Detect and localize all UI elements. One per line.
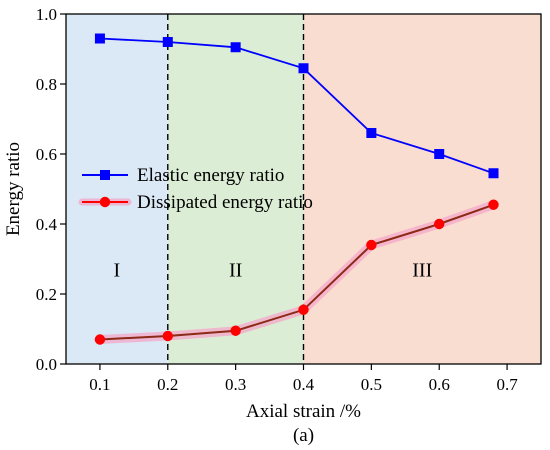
region-labels-layer: I II III	[114, 260, 433, 282]
region-label: II	[229, 260, 242, 282]
data-point	[230, 325, 241, 336]
data-point	[162, 37, 173, 47]
region-1	[66, 14, 168, 364]
legend-label: Dissipated energy ratio	[137, 192, 313, 213]
y-tick-label: 0.8	[36, 75, 57, 94]
legend-swatch-marker	[99, 196, 111, 208]
data-point	[298, 304, 309, 315]
x-axis-label: Axial strain /%	[246, 401, 361, 422]
y-tick-label: 0.2	[36, 285, 57, 304]
x-tick-label: 0.1	[89, 375, 110, 394]
legend-item: Dissipated energy ratio	[78, 192, 313, 213]
data-point	[298, 63, 309, 74]
data-point	[488, 199, 499, 210]
y-tick-label: 0.4	[36, 215, 58, 234]
x-tick-label: 0.6	[429, 375, 450, 394]
y-tick-label: 0.6	[36, 145, 57, 164]
series-2	[94, 199, 499, 345]
data-point	[434, 149, 445, 159]
data-point	[434, 218, 445, 230]
x-tick-label: 0.7	[496, 375, 518, 394]
region-label: III	[412, 260, 432, 282]
series-layer	[94, 33, 499, 345]
y-tick-label: 0.0	[36, 355, 57, 374]
legend: Elastic energy ratio Dissipated energy ra…	[78, 165, 313, 213]
data-point	[488, 168, 499, 179]
ticks-layer: 0.1 0.2 0.3 0.4 0.5 0.6 0.7 0.0 0.2 0.4 0.6 0.8 1.0	[36, 5, 518, 394]
data-point	[94, 334, 106, 345]
data-point	[366, 128, 377, 138]
region-label: I	[114, 260, 121, 282]
x-tick-label: 0.5	[361, 375, 382, 394]
x-tick-label: 0.3	[225, 375, 246, 394]
data-point	[94, 33, 105, 44]
region-2	[167, 14, 304, 364]
x-tick-label: 0.4	[293, 375, 315, 394]
figure-caption: (a)	[293, 425, 314, 446]
regions-layer	[66, 14, 541, 364]
legend-label: Elastic energy ratio	[137, 165, 284, 186]
legend-swatch-marker	[100, 170, 110, 180]
region-3	[303, 14, 541, 364]
data-point	[366, 239, 377, 251]
data-point	[230, 42, 241, 53]
legend-item: Elastic energy ratio	[82, 165, 284, 186]
y-axis-label: Energy ratio	[3, 142, 24, 236]
y-tick-label: 1.0	[36, 5, 57, 24]
series-1	[94, 33, 499, 179]
x-tick-label: 0.2	[157, 375, 178, 394]
data-point	[162, 330, 173, 342]
